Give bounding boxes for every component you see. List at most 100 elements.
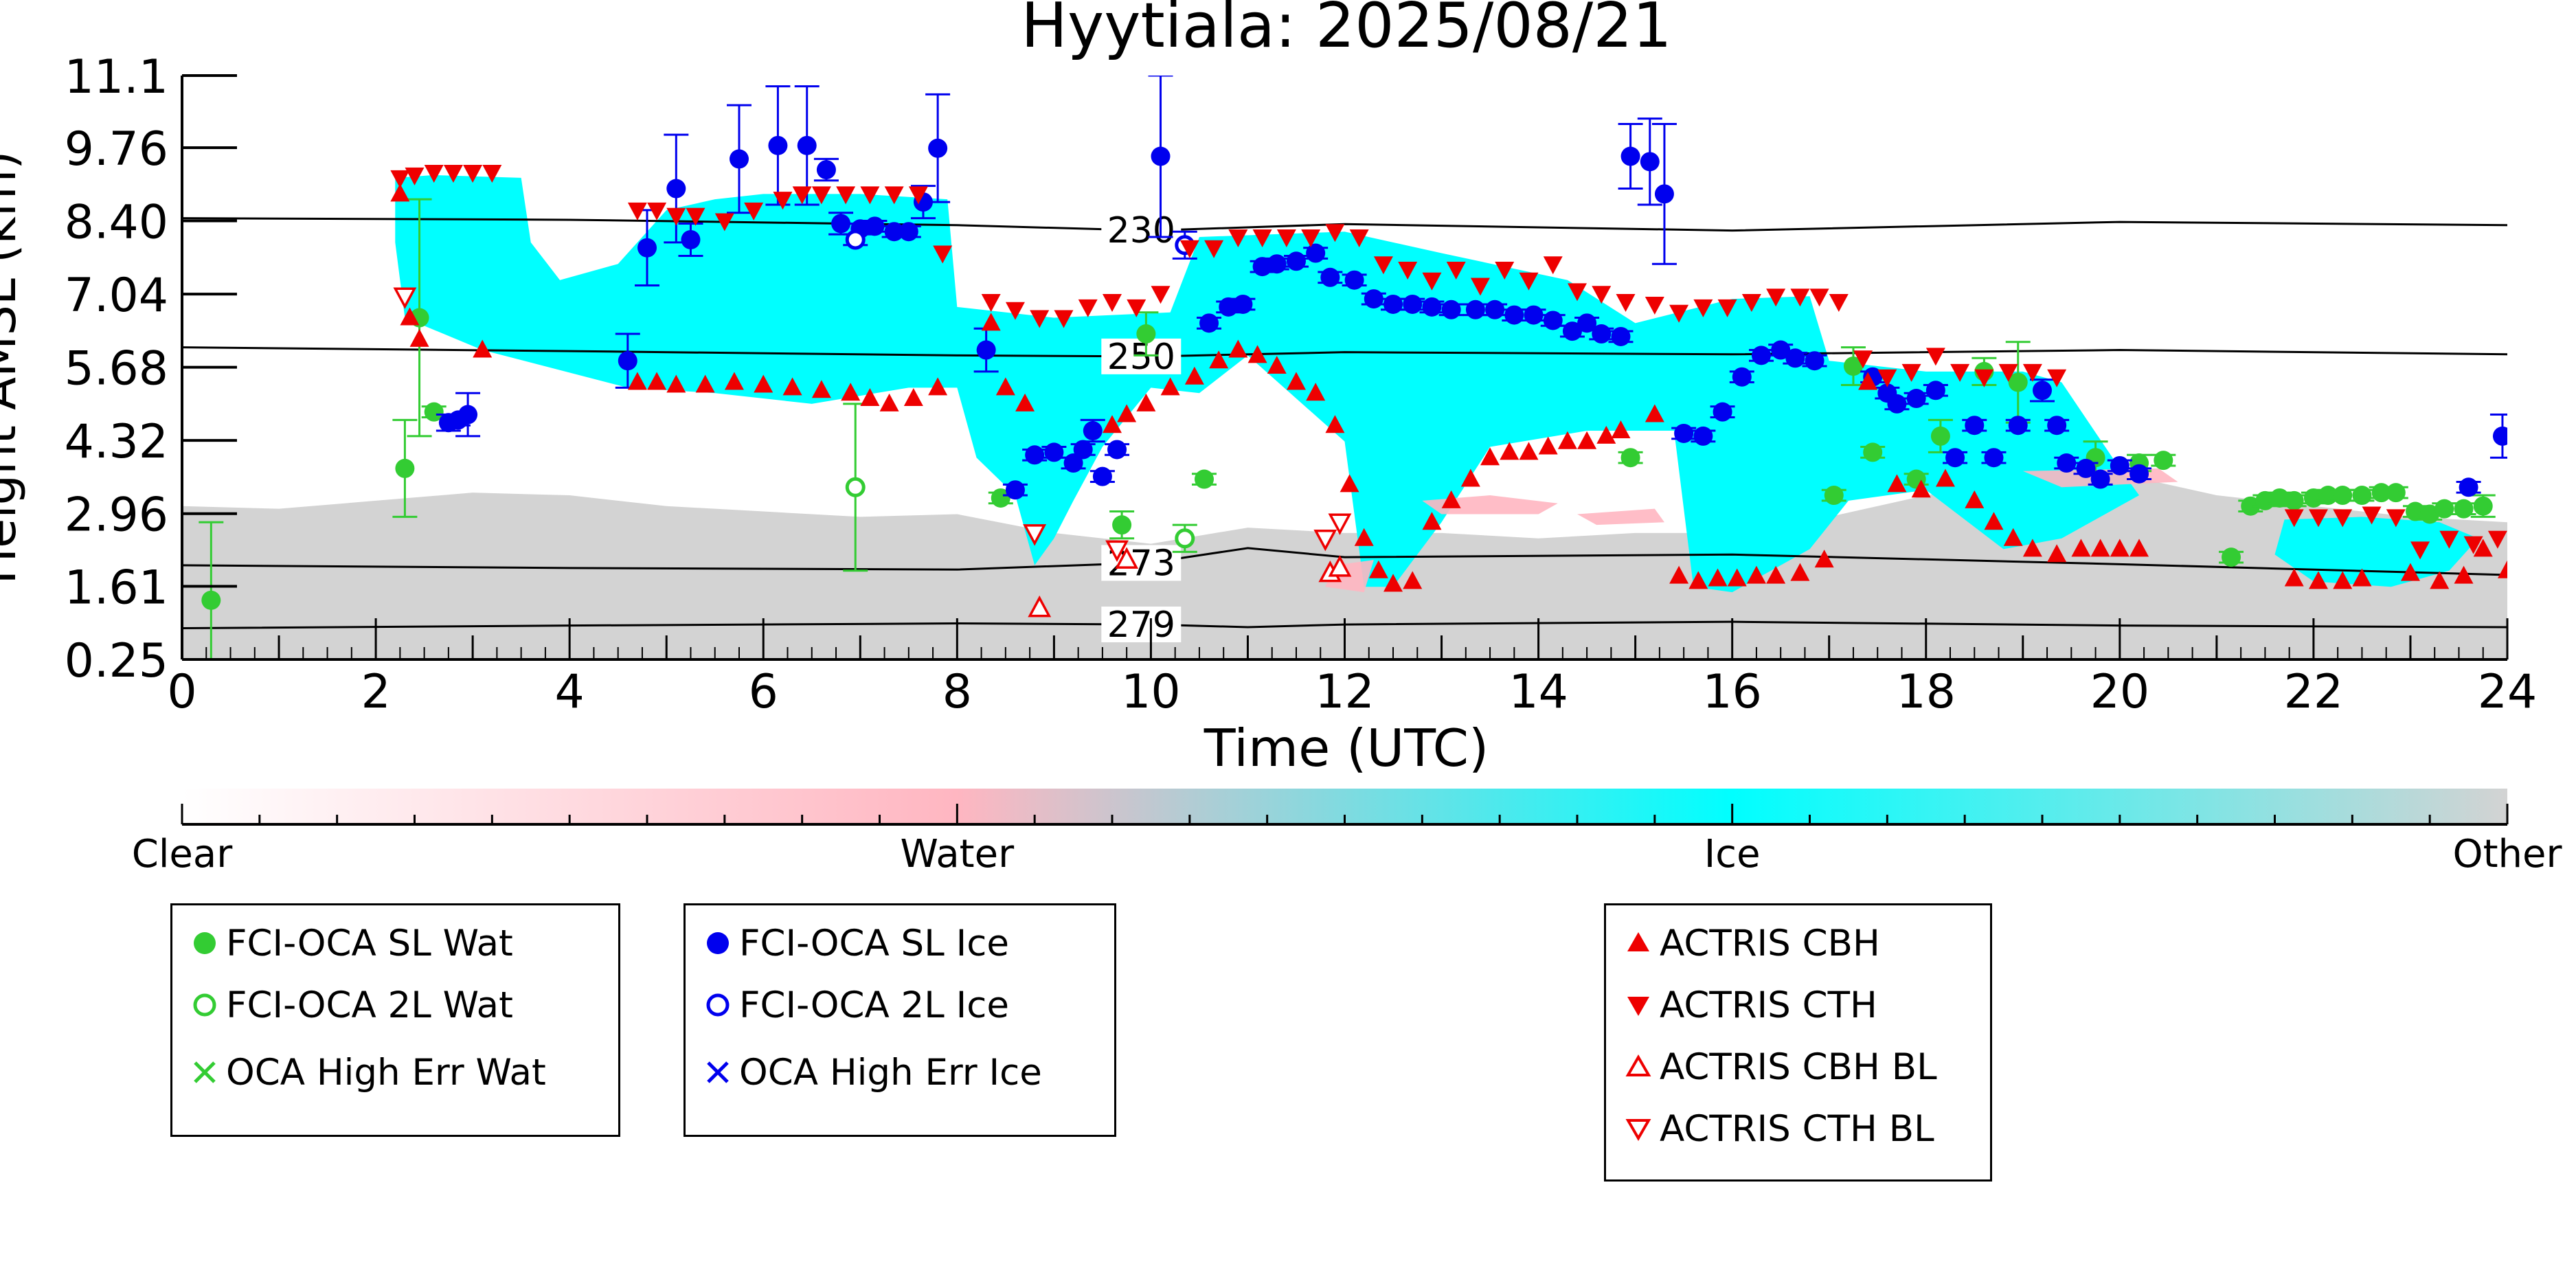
marker-fci-oca-sl-ice-21 [1044, 442, 1064, 462]
marker-fci-oca-sl-wat-9 [1824, 486, 1844, 506]
hollow-triangle-up-marker-icon [1625, 1054, 1651, 1076]
marker-fci-oca-sl-ice-77 [2129, 464, 2149, 484]
marker-actris-cth-21 [1005, 302, 1025, 320]
marker-fci-oca-sl-wat-10 [1843, 357, 1863, 376]
marker-fci-oca-sl-ice-52 [1640, 152, 1660, 172]
series-fci-oca-2l-wat [843, 403, 1197, 572]
marker-actris-cth-35 [1349, 229, 1369, 248]
x-tick-label-7: 14 [1509, 665, 1568, 719]
marker-actris-cth-48 [1669, 304, 1689, 323]
marker-actris-cbh-74 [2400, 563, 2420, 581]
marker-actris-cth-42 [1519, 272, 1539, 291]
marker-fci-oca-sl-wat-21 [2255, 490, 2275, 510]
marker-actris-cth-51 [1741, 294, 1761, 313]
marker-actris-cth-22 [1030, 310, 1050, 328]
marker-fci-oca-sl-ice-2 [458, 405, 478, 425]
marker-actris-cth-8 [666, 207, 686, 226]
marker-actris-cbh-6 [666, 374, 686, 393]
marker-actris-cth-36 [1373, 256, 1393, 275]
marker-actris-cbh-32 [1340, 474, 1359, 493]
marker-actris-cbh-48 [1645, 404, 1664, 422]
marker-actris-cth-70 [2410, 541, 2430, 560]
marker-fci-oca-sl-wat-3 [424, 402, 444, 422]
marker-actris-cbh-30 [1306, 383, 1326, 401]
marker-actris-cbh-36 [1403, 571, 1423, 589]
marker-fci-oca-sl-ice-35 [1320, 267, 1340, 287]
colorbar: Clear Water Ice Other [132, 789, 2562, 877]
chart-title: Hyytiala: 2025/08/21 [1021, 0, 1671, 62]
x-tick-label-9: 18 [1896, 665, 1956, 719]
marker-fci-oca-sl-ice-75 [2090, 469, 2110, 489]
marker-actris-cth-1 [405, 167, 425, 185]
marker-actris-cbh-66 [2071, 539, 2091, 557]
marker-fci-oca-sl-wat-6 [1136, 324, 1156, 344]
marker-actris-cth-bl-0 [393, 287, 417, 309]
marker-actris-cbh-59 [1911, 479, 1931, 498]
marker-actris-cbh-35 [1383, 574, 1403, 592]
marker-actris-cth-68 [2362, 506, 2382, 525]
marker-actris-cth-10 [714, 213, 734, 231]
marker-fci-oca-sl-wat-4 [991, 488, 1010, 508]
marker-fci-oca-sl-ice-39 [1403, 294, 1423, 314]
marker-actris-cbh-10 [782, 377, 802, 396]
marker-actris-cbh-68 [2110, 539, 2129, 557]
marker-actris-cbh-7 [695, 374, 715, 393]
marker-actris-cth-60 [1950, 363, 1970, 382]
marker-actris-cth-53 [1790, 289, 1810, 307]
marker-fci-oca-sl-ice-78 [2459, 477, 2478, 497]
marker-fci-oca-sl-ice-51 [1620, 146, 1640, 166]
filled-circle-marker-icon [707, 932, 729, 954]
marker-fci-oca-sl-ice-42 [1465, 300, 1485, 319]
marker-fci-oca-sl-ice-53 [1654, 184, 1674, 204]
legend-label-2l-ice: FCI-OCA 2L Ice [739, 984, 1010, 1026]
legend-actris: ACTRIS CBH ACTRIS CTH ACTRIS CBH BL ACTR… [1604, 903, 1992, 1182]
marker-actris-cth-27 [1151, 286, 1171, 304]
marker-fci-oca-sl-wat-34 [2473, 496, 2493, 516]
marker-fci-oca-sl-wat-32 [2434, 499, 2454, 519]
marker-fci-oca-sl-ice-56 [1713, 402, 1732, 422]
marker-actris-cbh-41 [1500, 442, 1519, 460]
marker-actris-cth-20 [981, 294, 1001, 313]
marker-actris-cbh-71 [2308, 571, 2328, 589]
marker-actris-cth-9 [686, 207, 705, 226]
x-tick-label-1: 2 [361, 665, 390, 719]
series-fci-oca-sl-ice [436, 76, 2507, 500]
marker-fci-oca-sl-ice-55 [1693, 426, 1713, 446]
y-tick-label-0: 0.25 [65, 634, 168, 688]
marker-actris-cth-bl-1 [1023, 524, 1047, 546]
marker-actris-cbh-26 [1228, 339, 1248, 358]
legend-label-cbh-bl: ACTRIS CBH BL [1660, 1046, 1937, 1088]
marker-fci-oca-sl-wat-30 [2406, 501, 2426, 521]
marker-actris-cbh-29 [1286, 372, 1306, 390]
marker-actris-cth-49 [1693, 299, 1713, 317]
marker-actris-cbh-45 [1577, 431, 1597, 449]
marker-actris-cth-25 [1103, 294, 1122, 313]
marker-actris-cth-39 [1446, 262, 1466, 280]
marker-actris-cbh-55 [1790, 563, 1810, 581]
marker-actris-cbh-54 [1766, 565, 1786, 584]
marker-fci-oca-2l-ice-0 [845, 229, 866, 250]
marker-fci-oca-sl-ice-27 [1151, 146, 1171, 166]
marker-actris-cth-29 [1204, 240, 1224, 258]
marker-fci-oca-2l-wat-0 [845, 477, 866, 497]
legend-item-2l-wat: FCI-OCA 2L Wat [188, 984, 513, 1026]
filled-triangle-up-marker-icon [1627, 932, 1649, 951]
marker-actris-cbh-50 [1688, 571, 1708, 589]
marker-fci-oca-sl-ice-5 [666, 179, 686, 199]
marker-actris-cth-3 [443, 165, 463, 183]
marker-actris-cbh-33 [1354, 528, 1374, 546]
marker-fci-oca-sl-ice-36 [1344, 270, 1364, 290]
marker-fci-oca-sl-ice-20 [1025, 445, 1045, 465]
marker-actris-cbh-14 [879, 393, 899, 411]
marker-actris-cbh-21 [1117, 404, 1137, 422]
marker-actris-cbh-61 [1965, 490, 1985, 508]
marker-actris-cth-69 [2386, 509, 2406, 528]
isotherm-label-bg-230 [1101, 212, 1182, 249]
x-tick-label-2: 4 [555, 665, 585, 719]
marker-actris-cbh-27 [1247, 345, 1267, 363]
marker-actris-cth-18 [908, 186, 928, 205]
marker-actris-cbh-34 [1368, 560, 1388, 578]
legend-item-sl-ice: FCI-OCA SL Ice [701, 923, 1009, 964]
